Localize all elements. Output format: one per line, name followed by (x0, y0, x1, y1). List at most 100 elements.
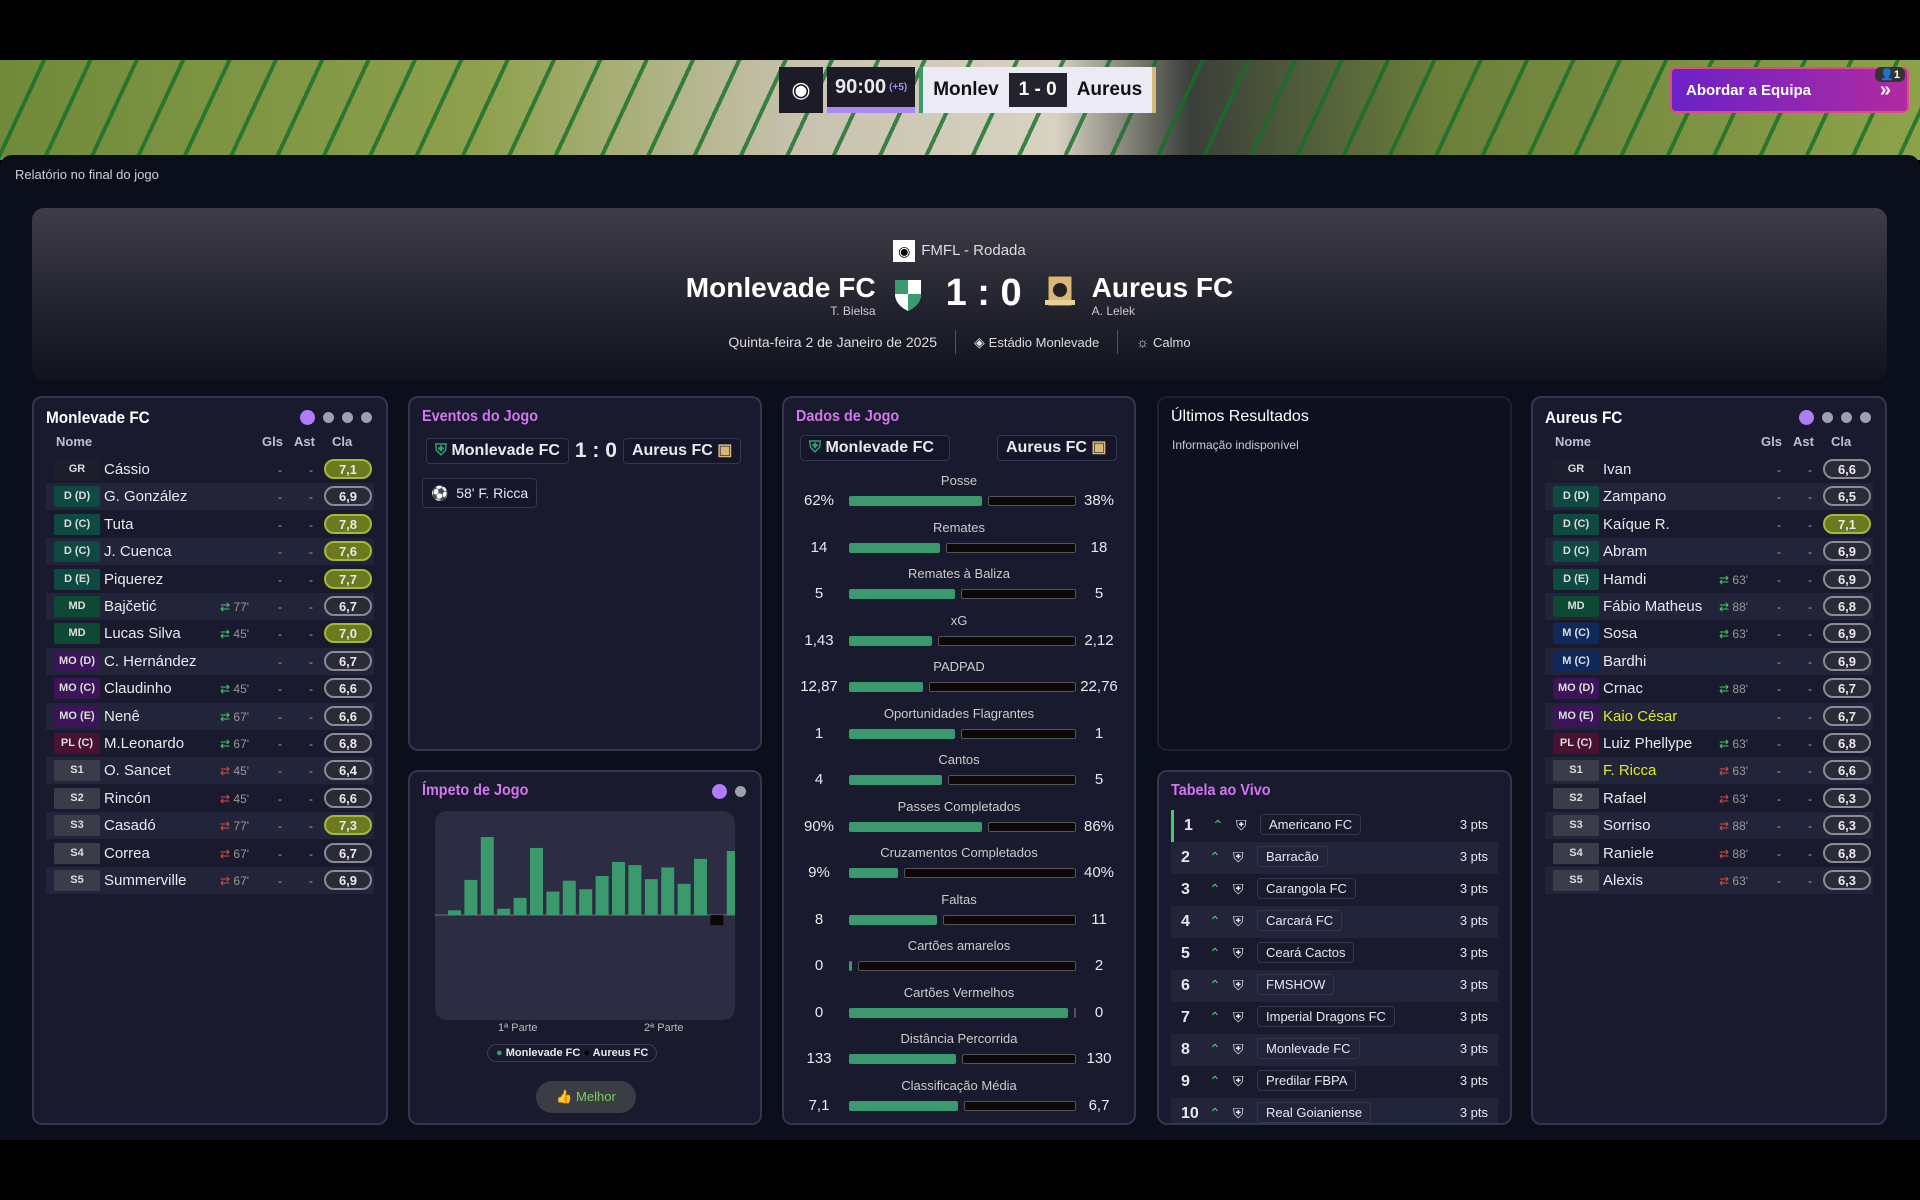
player-row[interactable]: D (C) Kaíque R. - - 7,1 (1545, 511, 1873, 538)
home-team-name[interactable]: Monlevade FC (685, 272, 876, 303)
event-item[interactable]: ⚽ 58' F. Ricca (422, 478, 538, 508)
player-row[interactable]: M (C) Sosa ⇄ 63' - - 6,9 (1545, 620, 1873, 647)
player-name[interactable]: Summerville (104, 872, 187, 889)
player-name[interactable]: Nenê (104, 707, 140, 725)
team-name[interactable]: Ceará Cactos (1257, 942, 1355, 963)
player-row[interactable]: MO (D) Crnac ⇄ 88' - - 6,7 (1545, 675, 1873, 702)
page-dot[interactable] (361, 412, 372, 423)
competition-name[interactable]: FMFL - Rodada (921, 241, 1026, 259)
stadium-name[interactable]: Estádio Monlevade (988, 334, 1100, 350)
team-name[interactable]: Carangola FC (1257, 878, 1356, 899)
player-name[interactable]: Zampano (1603, 488, 1667, 506)
approach-team-button[interactable]: Abordar a Equipa » 👤1 (1670, 67, 1909, 113)
player-name[interactable]: Bajčetić (104, 598, 157, 615)
player-name[interactable]: C. Hernández (104, 652, 197, 670)
player-row[interactable]: MD Bajčetić ⇄ 77' - - 6,7 (46, 593, 374, 620)
home-manager[interactable]: T. Bielsa (830, 304, 876, 318)
better-button[interactable]: 👍 Melhor (536, 1081, 636, 1113)
player-row[interactable]: D (C) Abram - - 6,9 (1545, 538, 1873, 566)
table-row[interactable]: 6 ⌃ ⛨ FMSHOW 3 pts (1171, 970, 1498, 1002)
player-row[interactable]: S4 Raniele ⇄ 88' - - 6,8 (1545, 840, 1873, 867)
player-row[interactable]: S2 Rincón ⇄ 45' - - 6,6 (46, 785, 374, 812)
player-name[interactable]: M.Leonardo (104, 735, 185, 752)
page-dot[interactable] (1860, 412, 1871, 423)
team-name[interactable]: Real Goianiense (1257, 1102, 1372, 1123)
player-name[interactable]: Casadó (104, 817, 156, 835)
player-name[interactable]: Correa (104, 844, 150, 862)
table-row[interactable]: 10 ⌃ ⛨ Real Goianiense 3 pts (1171, 1098, 1498, 1123)
player-name[interactable]: Kaíque R. (1603, 515, 1670, 533)
page-dot[interactable] (1841, 412, 1852, 423)
player-row[interactable]: S3 Sorriso ⇄ 88' - - 6,3 (1545, 812, 1873, 840)
page-dot[interactable] (1822, 412, 1833, 423)
team-name[interactable]: Imperial Dragons FC (1257, 1006, 1395, 1027)
player-row[interactable]: MO (E) Kaio César - - 6,7 (1545, 702, 1873, 730)
table-row[interactable]: 4 ⌃ ⛨ Carcará FC 3 pts (1171, 906, 1498, 938)
page-dot[interactable] (300, 410, 315, 425)
player-name[interactable]: Rincón (104, 789, 151, 807)
player-row[interactable]: MO (D) C. Hernández - - 6,7 (46, 647, 374, 675)
player-row[interactable]: GR Ivan - - 6,6 (1545, 456, 1873, 483)
player-name[interactable]: G. González (104, 488, 188, 506)
page-dot[interactable] (712, 784, 727, 799)
player-row[interactable]: M (C) Bardhi - - 6,9 (1545, 647, 1873, 675)
table-row[interactable]: 3 ⌃ ⛨ Carangola FC 3 pts (1171, 874, 1498, 906)
player-row[interactable]: GR Cássio - - 7,1 (46, 456, 374, 483)
player-name[interactable]: Rafael (1603, 789, 1647, 807)
player-row[interactable]: S2 Rafael ⇄ 63' - - 6,3 (1545, 785, 1873, 812)
player-name[interactable]: Crnac (1603, 680, 1644, 698)
page-dot[interactable] (1799, 410, 1814, 425)
player-name[interactable]: Lucas Silva (104, 625, 181, 643)
player-row[interactable]: D (C) Tuta - - 7,8 (46, 511, 374, 538)
player-row[interactable]: D (E) Piquerez - - 7,7 (46, 566, 374, 593)
table-row[interactable]: 1 ⌃ ⛨ Americano FC 3 pts (1171, 810, 1498, 842)
player-row[interactable]: MO (C) Claudinho ⇄ 45' - - 6,6 (46, 675, 374, 702)
team-name[interactable]: Americano FC (1260, 814, 1362, 835)
player-name[interactable]: Ivan (1603, 461, 1632, 478)
player-name[interactable]: Sosa (1603, 625, 1638, 643)
player-name[interactable]: Abram (1603, 543, 1648, 561)
page-dot[interactable] (323, 412, 334, 423)
player-row[interactable]: S5 Alexis ⇄ 63' - - 6,3 (1545, 867, 1873, 894)
table-row[interactable]: 7 ⌃ ⛨ Imperial Dragons FC 3 pts (1171, 1002, 1498, 1034)
player-name[interactable]: O. Sancet (104, 762, 171, 780)
player-row[interactable]: MD Lucas Silva ⇄ 45' - - 7,0 (46, 620, 374, 647)
player-row[interactable]: D (E) Hamdi ⇄ 63' - - 6,9 (1545, 566, 1873, 593)
page-dots[interactable] (300, 410, 372, 425)
away-team-name[interactable]: Aureus FC (1091, 272, 1234, 303)
table-row[interactable]: 9 ⌃ ⛨ Predilar FBPA 3 pts (1171, 1066, 1498, 1098)
team-name[interactable]: FMSHOW (1257, 974, 1335, 995)
player-name[interactable]: Bardhi (1603, 652, 1647, 670)
page-dots[interactable] (712, 784, 746, 799)
player-row[interactable]: MO (E) Nenê ⇄ 67' - - 6,6 (46, 702, 374, 730)
table-row[interactable]: 5 ⌃ ⛨ Ceará Cactos 3 pts (1171, 938, 1498, 970)
player-name[interactable]: Hamdi (1603, 570, 1647, 588)
team-name[interactable]: Barracão (1257, 846, 1328, 867)
player-row[interactable]: D (D) Zampano - - 6,5 (1545, 483, 1873, 511)
player-name[interactable]: Cássio (104, 461, 150, 478)
table-row[interactable]: 8 ⌃ ⛨ Monlevade FC 3 pts (1171, 1034, 1498, 1066)
player-row[interactable]: S3 Casadó ⇄ 77' - - 7,3 (46, 812, 374, 840)
player-row[interactable]: D (C) J. Cuenca - - 7,6 (46, 538, 374, 566)
page-dot[interactable] (342, 412, 353, 423)
player-name[interactable]: Fábio Matheus (1603, 598, 1703, 615)
table-row[interactable]: 2 ⌃ ⛨ Barracão 3 pts (1171, 842, 1498, 874)
player-name[interactable]: J. Cuenca (104, 543, 172, 561)
player-row[interactable]: S4 Correa ⇄ 67' - - 6,7 (46, 840, 374, 867)
player-row[interactable]: S5 Summerville ⇄ 67' - - 6,9 (46, 867, 374, 894)
player-name[interactable]: Kaio César (1603, 707, 1678, 725)
player-row[interactable]: S1 O. Sancet ⇄ 45' - - 6,4 (46, 757, 374, 785)
page-dot[interactable] (735, 786, 746, 797)
player-name[interactable]: F. Ricca (1603, 762, 1657, 780)
player-name[interactable]: Claudinho (104, 680, 172, 698)
player-name[interactable]: Luiz Phellype (1603, 735, 1693, 752)
team-name[interactable]: Carcará FC (1257, 910, 1343, 931)
player-name[interactable]: Raniele (1603, 844, 1654, 862)
player-name[interactable]: Tuta (104, 515, 134, 533)
player-name[interactable]: Piquerez (104, 570, 164, 588)
player-row[interactable]: PL (C) Luiz Phellype ⇄ 63' - - 6,8 (1545, 730, 1873, 757)
player-row[interactable]: S1 F. Ricca ⇄ 63' - - 6,6 (1545, 757, 1873, 785)
player-row[interactable]: PL (C) M.Leonardo ⇄ 67' - - 6,8 (46, 730, 374, 757)
player-row[interactable]: D (D) G. González - - 6,9 (46, 483, 374, 511)
player-row[interactable]: MD Fábio Matheus ⇄ 88' - - 6,8 (1545, 593, 1873, 620)
